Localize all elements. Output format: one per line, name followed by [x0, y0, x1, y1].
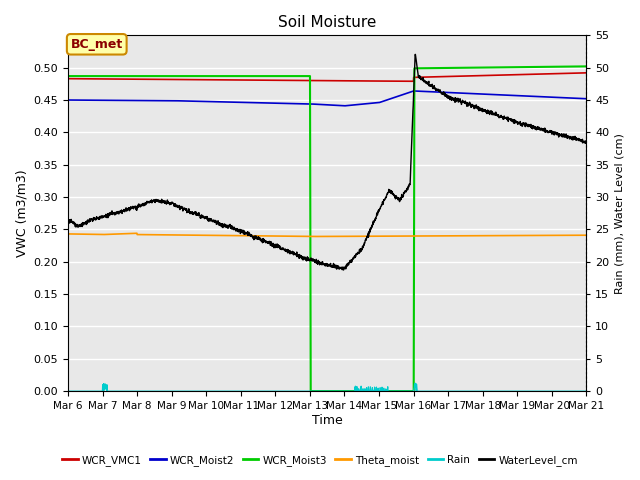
- WaterLevel_cm: [342, 263, 350, 269]
- Theta_moist: [133, 230, 141, 236]
- WCR_Moist3: [582, 63, 590, 69]
- WCR_Moist3: [537, 64, 545, 70]
- Rain: [342, 388, 349, 394]
- WCR_VMC1: [209, 77, 216, 83]
- WCR_VMC1: [64, 76, 72, 82]
- Rain: [64, 388, 72, 394]
- WaterLevel_cm: [64, 217, 72, 223]
- WCR_Moist2: [209, 99, 216, 105]
- Rain: [353, 384, 361, 390]
- WCR_VMC1: [410, 78, 417, 84]
- WCR_Moist3: [209, 73, 216, 79]
- Text: BC_met: BC_met: [70, 38, 123, 51]
- WCR_VMC1: [353, 78, 361, 84]
- WCR_VMC1: [342, 78, 349, 84]
- WCR_Moist2: [552, 95, 559, 100]
- Theta_moist: [582, 232, 590, 238]
- WaterLevel_cm: [340, 267, 348, 273]
- Rain: [412, 380, 419, 386]
- WaterLevel_cm: [353, 251, 361, 257]
- WCR_Moist3: [478, 65, 486, 71]
- WCR_Moist2: [410, 88, 417, 94]
- WCR_VMC1: [582, 70, 590, 76]
- WCR_Moist2: [340, 103, 348, 108]
- Theta_moist: [209, 232, 216, 238]
- Title: Soil Moisture: Soil Moisture: [278, 15, 376, 30]
- Rain: [209, 388, 216, 394]
- WCR_VMC1: [551, 71, 559, 76]
- WCR_Moist2: [478, 91, 486, 97]
- Rain: [478, 388, 486, 394]
- WCR_Moist3: [353, 388, 361, 394]
- WCR_Moist2: [537, 94, 545, 99]
- Line: Theta_moist: Theta_moist: [68, 233, 586, 237]
- Line: WCR_VMC1: WCR_VMC1: [68, 73, 586, 81]
- Line: WaterLevel_cm: WaterLevel_cm: [68, 54, 586, 270]
- Line: WCR_Moist3: WCR_Moist3: [68, 66, 586, 391]
- WCR_Moist3: [64, 73, 72, 79]
- WCR_Moist2: [582, 96, 590, 102]
- WCR_Moist3: [551, 64, 559, 70]
- Theta_moist: [537, 232, 545, 238]
- Line: WCR_Moist2: WCR_Moist2: [68, 91, 586, 106]
- X-axis label: Time: Time: [312, 414, 342, 427]
- WCR_Moist2: [353, 102, 361, 108]
- Theta_moist: [478, 233, 486, 239]
- WaterLevel_cm: [412, 51, 419, 57]
- Y-axis label: VWC (m3/m3): VWC (m3/m3): [15, 169, 28, 257]
- WCR_VMC1: [537, 71, 545, 77]
- WCR_Moist3: [307, 388, 314, 394]
- WaterLevel_cm: [537, 126, 545, 132]
- Rain: [582, 388, 590, 394]
- Theta_moist: [552, 232, 559, 238]
- WCR_Moist2: [64, 97, 72, 103]
- Line: Rain: Rain: [68, 383, 586, 391]
- Theta_moist: [306, 234, 314, 240]
- WaterLevel_cm: [582, 139, 590, 144]
- WCR_Moist2: [342, 103, 350, 108]
- Theta_moist: [354, 233, 362, 239]
- WCR_Moist3: [342, 388, 350, 394]
- Theta_moist: [64, 231, 72, 237]
- WaterLevel_cm: [552, 131, 559, 136]
- Y-axis label: Rain (mm), Water Level (cm): Rain (mm), Water Level (cm): [615, 133, 625, 294]
- WaterLevel_cm: [478, 106, 486, 112]
- Rain: [551, 388, 559, 394]
- Legend: WCR_VMC1, WCR_Moist2, WCR_Moist3, Theta_moist, Rain, WaterLevel_cm: WCR_VMC1, WCR_Moist2, WCR_Moist3, Theta_…: [58, 451, 582, 470]
- WCR_VMC1: [478, 72, 486, 78]
- Rain: [537, 388, 545, 394]
- WaterLevel_cm: [209, 218, 216, 224]
- Theta_moist: [342, 233, 350, 239]
